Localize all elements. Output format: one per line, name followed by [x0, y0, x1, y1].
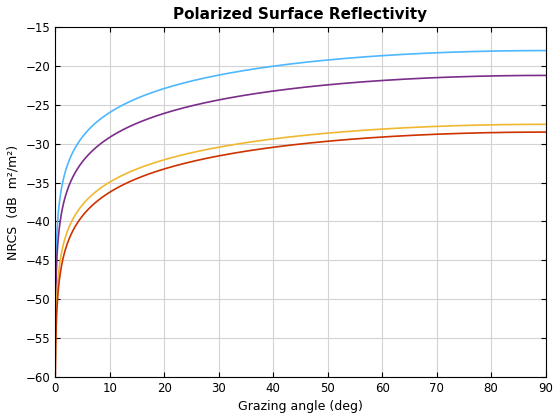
Title: Polarized Surface Reflectivity: Polarized Surface Reflectivity	[173, 7, 427, 22]
Y-axis label: NRCS  (dB  m²/m²): NRCS (dB m²/m²)	[7, 144, 20, 260]
X-axis label: Grazing angle (deg): Grazing angle (deg)	[238, 400, 363, 413]
